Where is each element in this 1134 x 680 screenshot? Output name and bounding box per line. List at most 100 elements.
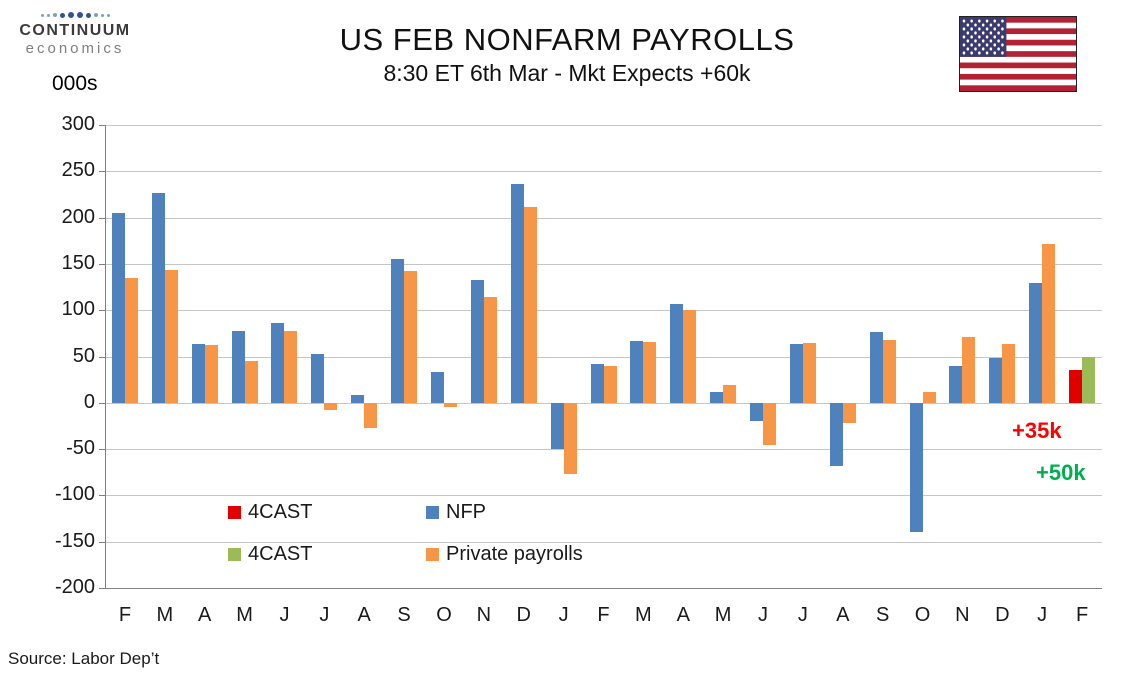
gridline [105, 264, 1102, 265]
gridline [105, 542, 1102, 543]
bar-private-payrolls [124, 277, 138, 403]
gridline [105, 218, 1102, 219]
legend-swatch-private-payrolls [426, 547, 439, 561]
bar-nfp [311, 353, 325, 403]
bar-private-payrolls [723, 385, 737, 403]
bar-private-payrolls [324, 402, 338, 411]
y-axis-label: 150 [61, 252, 95, 274]
legend-item-nfp: NFP [426, 500, 583, 524]
x-axis-label: J [1037, 604, 1048, 626]
bar-4cast-private-payrolls [1082, 356, 1096, 403]
legend-item-4cast-private: 4CAST [228, 542, 426, 566]
bar-nfp [909, 402, 923, 533]
x-axis-label: F [118, 604, 132, 626]
y-axis-line [105, 125, 106, 588]
bar-nfp [271, 323, 285, 403]
bar-nfp [670, 303, 684, 403]
bar-private-payrolls [164, 270, 178, 403]
bar-private-payrolls [443, 402, 457, 407]
bar-nfp [869, 332, 883, 403]
gridline [105, 171, 1102, 172]
x-axis-label: D [516, 604, 531, 626]
logo-text-economics: economics [25, 40, 125, 57]
legend-label: 4CAST [248, 542, 313, 565]
y-axis-tick [99, 542, 105, 543]
bar-nfp [430, 372, 444, 403]
gridline [105, 357, 1102, 358]
source-note: Source: Labor Dep’t [8, 649, 160, 668]
annotation-private-forecast: +50k [1036, 460, 1086, 485]
legend-swatch-4cast-nfp [228, 505, 241, 519]
bar-nfp [989, 358, 1003, 403]
annotation-nfp-forecast: +35k [1012, 418, 1062, 443]
y-axis-tick [99, 264, 105, 265]
y-axis-label: 300 [61, 113, 95, 135]
bar-nfp [391, 259, 405, 403]
y-axis-tick [99, 449, 105, 450]
bar-nfp [949, 365, 963, 403]
y-axis-tick [99, 310, 105, 311]
bar-private-payrolls [364, 402, 378, 428]
legend: 4CAST NFP 4CAST Private payrolls [228, 500, 583, 566]
chart-subtitle: 8:30 ET 6th Mar - Mkt Expects +60k [383, 60, 751, 86]
logo-text-continuum: CONTINUUM [19, 22, 131, 39]
bar-private-payrolls [842, 402, 856, 424]
bar-private-payrolls [683, 310, 697, 403]
units-label: 000s [52, 72, 98, 95]
bar-private-payrolls [962, 337, 976, 403]
y-axis-tick [99, 357, 105, 358]
x-axis-label: M [236, 604, 253, 626]
y-axis-tick [99, 403, 105, 404]
bar-nfp [710, 391, 724, 403]
x-axis-label: A [836, 604, 850, 626]
gridline [105, 403, 1102, 404]
y-axis-label: 50 [72, 345, 95, 367]
gridline [105, 449, 1102, 450]
bar-nfp [550, 402, 564, 450]
gridline [105, 495, 1102, 496]
x-axis-label: F [1075, 604, 1089, 626]
bar-private-payrolls [643, 341, 657, 403]
gridline [105, 310, 1102, 311]
x-axis-label: F [597, 604, 610, 626]
legend-swatch-4cast-private [228, 547, 241, 561]
y-axis-label: 0 [83, 391, 95, 413]
x-axis-label: A [357, 604, 371, 626]
logo-dots-icon [10, 10, 140, 20]
x-axis-label: M [156, 604, 174, 626]
bar-nfp [111, 212, 125, 403]
bar-nfp [510, 184, 524, 403]
x-axis-label: J [758, 604, 769, 626]
bar-private-payrolls [882, 339, 896, 403]
bar-nfp [750, 402, 764, 422]
bar-nfp [829, 402, 843, 466]
legend-label: Private payrolls [446, 542, 583, 565]
bar-private-payrolls [1002, 344, 1016, 403]
x-axis-label: D [995, 604, 1010, 626]
y-axis-tick [99, 125, 105, 126]
bar-4cast-nfp [1069, 370, 1083, 403]
continuum-logo: CONTINUUM economics [10, 10, 140, 57]
y-axis-tick [99, 171, 105, 172]
y-axis-tick [99, 218, 105, 219]
bar-private-payrolls [563, 402, 577, 475]
bar-nfp [351, 395, 365, 403]
bar-private-payrolls [1042, 243, 1056, 403]
y-axis-label: -150 [54, 530, 95, 552]
bar-nfp [590, 363, 604, 403]
bar-nfp [1029, 283, 1043, 403]
x-axis-label: J [279, 604, 290, 626]
x-axis-label: M [635, 604, 652, 626]
x-axis-label: N [476, 604, 492, 626]
x-axis-label: A [198, 604, 212, 626]
bar-private-payrolls [404, 271, 418, 403]
bar-private-payrolls [483, 297, 497, 403]
bar-nfp [789, 344, 803, 403]
y-axis-label: 100 [61, 298, 95, 320]
bar-private-payrolls [244, 361, 258, 403]
bar-private-payrolls [523, 207, 537, 403]
x-axis-label: O [914, 604, 931, 626]
legend-label: 4CAST [248, 500, 313, 523]
legend-label: NFP [446, 500, 486, 523]
x-axis-label: J [319, 604, 330, 626]
